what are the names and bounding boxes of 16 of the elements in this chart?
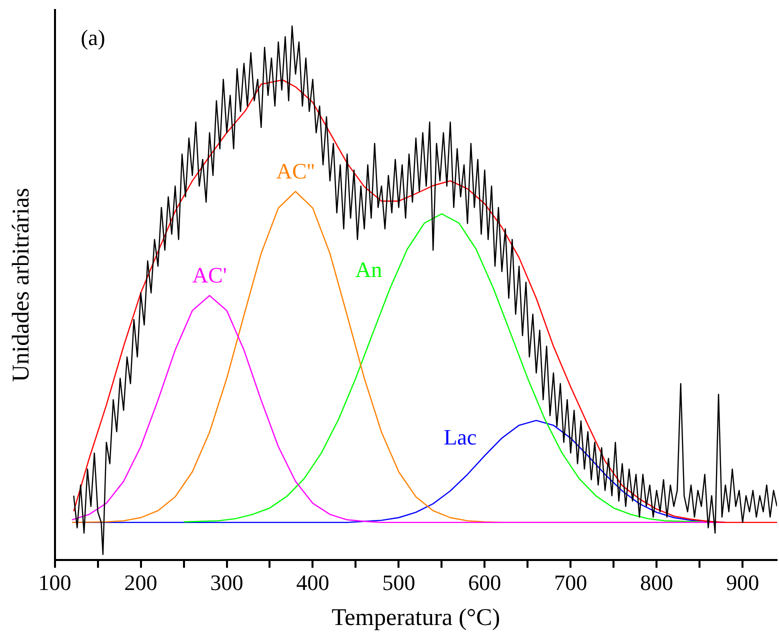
annotation: (a) <box>80 24 106 50</box>
series-label: AC'' <box>276 158 315 184</box>
x-tick-label: 800 <box>640 570 674 595</box>
x-tick-label: 300 <box>210 570 244 595</box>
series-label: Lac <box>444 424 477 450</box>
x-tick-label: 100 <box>38 570 72 595</box>
y-axis-title: Unidades arbitrárias <box>8 188 35 382</box>
x-tick-label: 200 <box>124 570 158 595</box>
series-label: An <box>355 256 382 282</box>
x-tick-label: 400 <box>296 570 330 595</box>
x-tick-label: 700 <box>554 570 588 595</box>
x-axis-title: Temperatura (°C) <box>332 604 500 631</box>
x-tick-label: 900 <box>726 570 760 595</box>
x-tick-label: 500 <box>382 570 416 595</box>
x-tick-label: 600 <box>468 570 502 595</box>
series-label: AC' <box>192 262 227 288</box>
